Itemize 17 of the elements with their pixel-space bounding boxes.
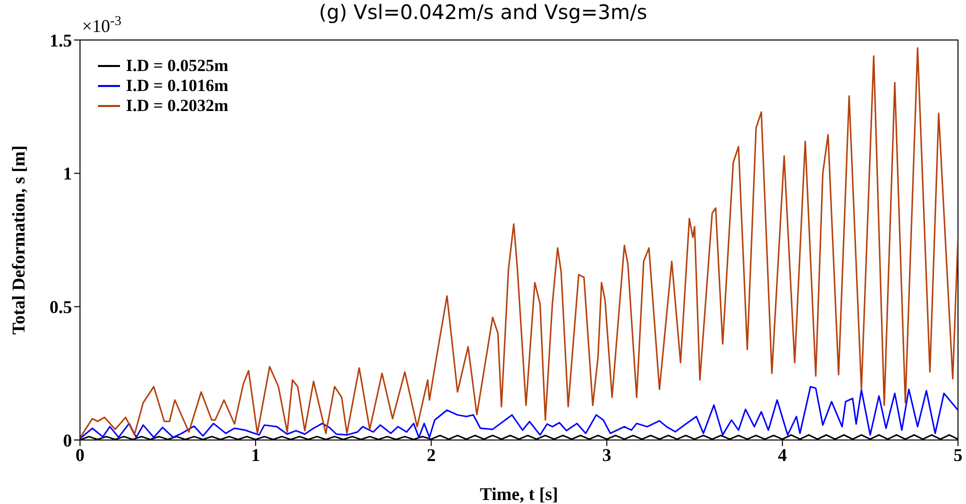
x-tick-label: 0 [76,444,84,465]
legend-label: I.D = 0.1016m [126,76,228,96]
x-tick-label: 5 [954,444,962,465]
x-tick-label: 3 [602,444,612,465]
x-tick-label: 2 [426,444,436,465]
y-tick-label: 0 [63,430,72,450]
chart-title: (g) Vsl=0.042m/s and Vsg=3m/s [318,0,648,24]
x-tick-label: 4 [778,444,787,465]
legend-label: I.D = 0.0525m [126,56,228,76]
y-tick-label: 1.5 [50,30,72,50]
y-tick-label: 0.5 [50,297,72,318]
x-axis-title: Time, t [s] [480,484,558,504]
x-tick-label: 1 [251,444,260,465]
legend-label: I.D = 0.2032m [126,96,228,116]
y-tick-label: 1 [63,164,72,184]
y-axis-title: Total Deformation, s [m] [8,145,28,335]
text: ×10$^{-3}$ [82,12,122,36]
